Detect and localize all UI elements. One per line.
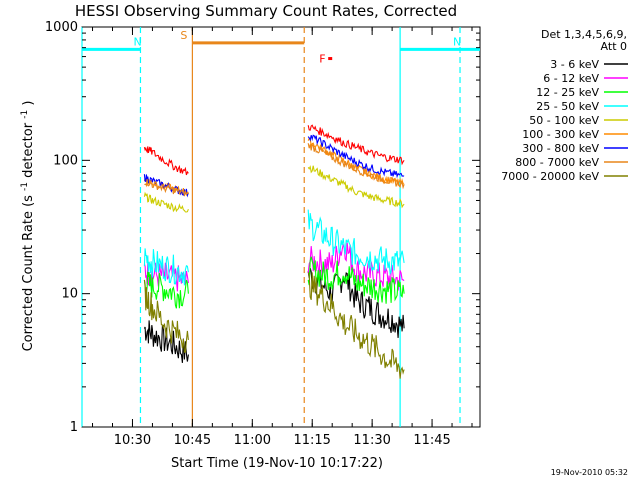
series-line	[143, 271, 189, 309]
y-tick-label: 10	[61, 287, 78, 302]
series-line	[307, 134, 405, 179]
y-axis-label-part-3: )	[21, 101, 36, 106]
x-axis: 10:30 10:45 11:00 11:15 11:30 11:45	[92, 27, 473, 448]
legend-label: 7000 - 20000 keV	[501, 170, 599, 183]
x-tick-label: 11:00	[234, 433, 271, 448]
legend-label: 12 - 25 keV	[536, 86, 599, 99]
legend-label: 800 - 7000 keV	[515, 156, 599, 169]
series-line	[307, 124, 405, 166]
series-line	[143, 174, 189, 198]
flags-layer: N S N F	[82, 29, 480, 66]
series-line	[144, 179, 189, 197]
series-line	[307, 272, 405, 379]
series-line	[307, 267, 405, 338]
legend-label: 300 - 800 keV	[522, 142, 599, 155]
series-line	[143, 191, 189, 213]
y-tick-label: 1000	[45, 20, 78, 35]
flag-label: N	[453, 35, 461, 48]
x-tick-label: 11:45	[413, 433, 450, 448]
legend-label: 100 - 300 keV	[522, 128, 599, 141]
x-tick-label: 11:15	[293, 433, 330, 448]
legend-label: 50 - 100 keV	[529, 114, 599, 127]
legend-label: 25 - 50 keV	[536, 100, 599, 113]
series-line	[143, 279, 189, 353]
legend-label: 3 - 6 keV	[550, 58, 599, 71]
y-tick-label: 100	[53, 153, 78, 168]
chart-title: HESSI Observing Summary Count Rates, Cor…	[75, 2, 457, 20]
series-line	[143, 248, 189, 286]
series-line	[307, 209, 405, 276]
y-axis: 1 10 100 1000	[45, 20, 480, 435]
x-tick-label: 11:30	[353, 433, 390, 448]
x-tick-label: 10:30	[114, 433, 151, 448]
series-line	[143, 320, 189, 363]
series-layer	[143, 124, 405, 379]
x-tick-label: 10:45	[174, 433, 211, 448]
series-line	[143, 146, 189, 176]
y-axis-label: Corrected Count Rate (s -1 detector -1 )	[16, 101, 36, 352]
series-line	[307, 143, 405, 190]
x-axis-label: Start Time (19-Nov-10 10:17:22)	[171, 456, 383, 471]
y-axis-label-sup-1: -1	[20, 182, 30, 191]
footer-date: 19-Nov-2010 05:32	[551, 468, 628, 477]
plot-frame	[81, 26, 481, 428]
series-line	[307, 256, 405, 304]
y-axis-label-part-1: Corrected Count Rate (s	[21, 195, 36, 352]
series-line	[307, 137, 405, 187]
y-tick-label: 1	[70, 420, 78, 435]
flag-label: N	[133, 35, 141, 48]
y-axis-label-sup-2: -1	[20, 110, 30, 119]
overlay-vlines	[81, 27, 461, 427]
legend-header-line-1: Det 1,3,4,5,6,9,	[541, 28, 627, 41]
flag-label: S	[180, 29, 187, 42]
flag-label: F	[319, 53, 325, 66]
series-line	[307, 165, 405, 209]
legend-label: 6 - 12 keV	[543, 72, 599, 85]
legend-header-line-2: Att 0	[601, 40, 627, 53]
y-axis-label-part-2: detector	[21, 122, 36, 178]
